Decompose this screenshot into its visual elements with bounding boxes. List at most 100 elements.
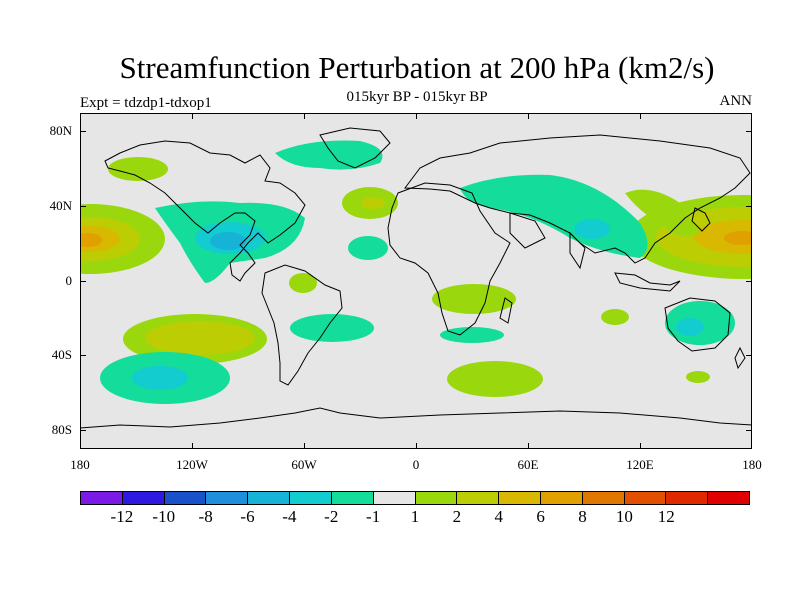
colorbar-box xyxy=(290,492,332,504)
colorbar-box xyxy=(582,492,625,504)
lon-tick-top xyxy=(304,113,305,119)
contour-fill-easia xyxy=(625,189,700,237)
colorbar-box xyxy=(206,492,249,504)
lon-label-60e: 60E xyxy=(517,457,539,472)
lat-tick-right xyxy=(746,355,752,356)
colorbar-box xyxy=(122,492,165,504)
colorbar-label: -1 xyxy=(366,507,381,526)
lat-tick xyxy=(80,206,86,207)
contour-fill-saus xyxy=(686,371,710,383)
positive-anomalies xyxy=(80,187,752,397)
lon-tick-top xyxy=(640,113,641,119)
colorbar xyxy=(80,491,750,505)
colorbar-label: 6 xyxy=(536,507,545,526)
colorbar-label: -8 xyxy=(198,507,213,526)
contour-fill xyxy=(361,197,385,209)
contour-fill xyxy=(724,231,752,245)
colorbar-box xyxy=(248,492,291,504)
experiment-label: Expt = tdzdp1-tdxop1 xyxy=(80,95,212,111)
colorbar-label: 12 xyxy=(657,507,675,526)
colorbar-label: 4 xyxy=(494,507,504,526)
lat-tick-right xyxy=(746,206,752,207)
coastline-new-zealand xyxy=(734,346,746,370)
lon-tick-top xyxy=(192,113,193,119)
colorbar-label: -4 xyxy=(282,507,297,526)
colorbar-label: -12 xyxy=(110,507,134,526)
colorbar-label: 1 xyxy=(410,507,420,526)
colorbar-box xyxy=(624,492,667,504)
season-label: ANN xyxy=(719,93,753,109)
colorbar-box xyxy=(164,492,207,504)
contour-fill xyxy=(132,366,188,390)
coastlines xyxy=(80,127,752,429)
lat-label-40s: 40S xyxy=(51,347,72,362)
contour-fill xyxy=(80,233,102,247)
lon-tick xyxy=(192,443,193,449)
colorbar-label: -2 xyxy=(324,507,339,526)
lat-label-40n: 40N xyxy=(49,198,72,213)
colorbar-box xyxy=(415,492,458,504)
map-svg xyxy=(80,113,752,449)
colorbar-box xyxy=(373,492,416,504)
colorbar-label: -10 xyxy=(152,507,176,526)
contour-fill-amazon xyxy=(289,273,317,293)
map-panel xyxy=(80,113,752,449)
colorbar-box xyxy=(81,492,123,504)
lon-label-0: 0 xyxy=(412,457,420,472)
contour-fill xyxy=(145,321,255,355)
contour-fill xyxy=(676,318,704,336)
lon-label-120e: 120E xyxy=(626,457,654,472)
negative-anomalies xyxy=(100,140,735,404)
coastline-south-america xyxy=(261,264,343,386)
colorbar-box xyxy=(499,492,541,504)
coastline-japan xyxy=(691,207,711,232)
colorbar-box xyxy=(708,492,749,504)
coastline-indonesia xyxy=(614,272,681,292)
lat-tick-right xyxy=(746,430,752,431)
colorbar-label: 10 xyxy=(615,507,633,526)
colorbar-box xyxy=(666,492,709,504)
contour-fill-safr-neg xyxy=(440,327,504,343)
contour-fill-sio xyxy=(447,361,543,397)
lat-tick xyxy=(80,281,86,282)
coastline-eurasia xyxy=(404,134,751,264)
lat-tick xyxy=(80,355,86,356)
colorbar-label: -6 xyxy=(240,507,255,526)
coastline-africa xyxy=(387,182,511,336)
contour-fill-natl xyxy=(275,140,383,170)
lat-label-0: 0 xyxy=(65,273,73,288)
contour-fill-waus xyxy=(601,309,629,325)
lon-tick xyxy=(528,443,529,449)
coastline-antarctica xyxy=(80,407,752,429)
plot-title: Streamfunction Perturbation at 200 hPa (… xyxy=(119,50,715,85)
lat-tick xyxy=(80,430,86,431)
lon-label-60w: 60W xyxy=(291,457,317,472)
colorbar-label: 2 xyxy=(452,507,462,526)
coastline-madagascar xyxy=(499,297,513,324)
lon-label-180e: 180 xyxy=(742,457,762,472)
lon-label-180w: 180 xyxy=(70,457,90,472)
contour-fill-tatl xyxy=(348,236,388,260)
lat-tick-right xyxy=(746,281,752,282)
lon-tick xyxy=(640,443,641,449)
contour-fill-safr xyxy=(432,284,516,314)
coastline-arabia-india xyxy=(509,212,586,270)
lon-label-120w: 120W xyxy=(176,457,208,472)
lon-tick xyxy=(416,443,417,449)
lat-tick-right xyxy=(746,131,752,132)
lat-tick xyxy=(80,131,86,132)
lon-tick-top xyxy=(528,113,529,119)
coastline-north-america xyxy=(104,140,306,282)
coastline-greenland xyxy=(319,127,391,169)
colorbar-box xyxy=(540,492,583,504)
colorbar-box xyxy=(457,492,500,504)
contour-fill-alaska xyxy=(108,157,168,181)
contour-fill-satl xyxy=(290,314,374,342)
lat-label-80s: 80S xyxy=(51,422,72,437)
contour-fill xyxy=(210,232,246,250)
colorbar-label: 8 xyxy=(578,507,587,526)
colorbar-box xyxy=(331,492,374,504)
contour-fill xyxy=(694,220,752,254)
plot-subtitle: 015kyr BP - 015kyr BP xyxy=(346,89,488,105)
lon-tick-top xyxy=(416,113,417,119)
